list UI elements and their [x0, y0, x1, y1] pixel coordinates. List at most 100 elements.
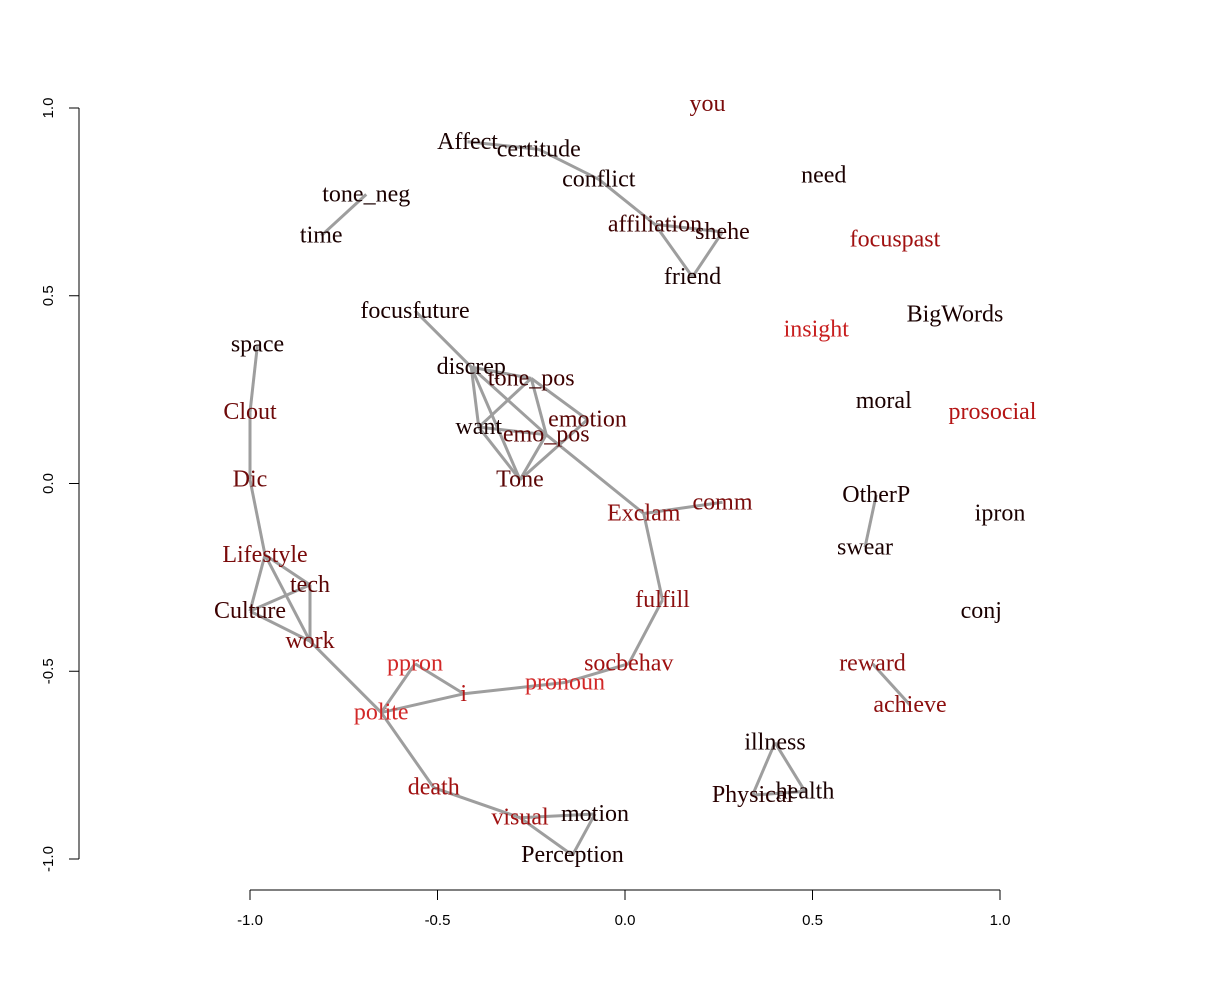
- edge-otherp-swear: [863, 494, 878, 548]
- edge-discrep-tone-pos: [470, 365, 532, 380]
- x-tick-label: 0.0: [615, 912, 636, 929]
- edge-conflict-affiliation: [597, 178, 656, 226]
- edge-culture-work: [249, 609, 311, 643]
- node-label-illness: illness: [744, 730, 805, 756]
- node-label-focusfuture: focusfuture: [360, 298, 469, 324]
- node-label-lifestyle: Lifestyle: [222, 542, 307, 568]
- node-label-certitude: certitude: [497, 136, 581, 162]
- node-label-space: space: [231, 332, 284, 358]
- edge-polite-work: [308, 640, 383, 714]
- node-label-affiliation: affiliation: [608, 211, 702, 237]
- edge-affiliation-shehe: [654, 222, 723, 234]
- edge-i-polite: [380, 692, 465, 715]
- edge-tech-culture: [249, 583, 311, 613]
- edge-tone-neg-time: [320, 193, 368, 237]
- edge-space-clout: [248, 344, 259, 413]
- node-label-health: health: [776, 778, 835, 804]
- node-label-tone-pos: tone_pos: [488, 365, 575, 391]
- node-label-conflict: conflict: [562, 166, 636, 192]
- y-tick-label: 1.0: [40, 98, 57, 119]
- node-label-reward: reward: [839, 651, 906, 677]
- y-tick-label: 0.5: [40, 285, 57, 306]
- node-label-comm: comm: [693, 489, 753, 515]
- edge-emotion-tone: [519, 418, 589, 481]
- node-label-physical: Physical: [712, 782, 794, 808]
- node-label-polite: polite: [354, 700, 409, 726]
- node-label-visual: visual: [491, 805, 549, 831]
- edge-socbehav-pronoun: [564, 662, 630, 684]
- edge-visual-motion: [519, 812, 596, 820]
- node-label-tone: Tone: [496, 467, 544, 493]
- node-label-i: i: [460, 681, 467, 707]
- node-label-exclam: Exclam: [607, 501, 681, 527]
- edge-focusfuture-discrep: [413, 309, 473, 369]
- y-tick-label: 0.0: [40, 473, 57, 494]
- edge-shehe-friend: [691, 231, 724, 278]
- edge-dic-lifestyle: [248, 479, 267, 556]
- node-label-shehe: shehe: [695, 219, 750, 245]
- node-label-affect: Affect: [437, 129, 498, 155]
- node-label-culture: Culture: [214, 598, 286, 624]
- node-label-socbehav: socbehav: [584, 651, 673, 677]
- y-tick-label: -1.0: [40, 846, 57, 872]
- edge-affect-certitude: [467, 140, 539, 151]
- node-label-you: you: [690, 91, 726, 117]
- edge-emo-pos-exclam: [545, 433, 645, 515]
- x-tick-label: -1.0: [237, 912, 263, 929]
- edge-tone-pos-emo-pos: [529, 377, 548, 436]
- y-tick-label: -0.5: [40, 658, 57, 684]
- edge-fulfill-socbehav: [627, 599, 664, 665]
- edge-pronoun-i: [463, 681, 566, 696]
- x-axis-ticks: -1.0 -0.5 0.0 0.5 1.0: [237, 890, 1010, 929]
- edge-exclam-fulfill: [642, 513, 664, 601]
- edge-reward-achieve: [871, 662, 912, 707]
- node-label-want: want: [455, 414, 502, 440]
- edge-illness-health: [773, 741, 807, 793]
- edge-certitude-conflict: [538, 147, 600, 181]
- node-label-tone-neg: tone_neg: [322, 181, 410, 207]
- x-tick-label: -0.5: [425, 912, 451, 929]
- node-label-bigwords: BigWords: [907, 302, 1004, 328]
- node-label-need: need: [801, 163, 846, 189]
- node-label-swear: swear: [837, 534, 893, 560]
- node-label-conj: conj: [961, 598, 1002, 624]
- edge-illness-physical: [751, 742, 777, 796]
- edge-i-ppron: [414, 662, 465, 696]
- node-label-emotion: emotion: [548, 407, 627, 433]
- edge-emo-pos-tone: [518, 433, 548, 481]
- node-label-discrep: discrep: [437, 354, 506, 380]
- edge-discrep-want: [469, 366, 481, 428]
- edge-tone-pos-want: [477, 377, 533, 429]
- edge-lifestyle-tech: [264, 553, 311, 587]
- node-label-insight: insight: [784, 317, 850, 343]
- edge-lifestyle-culture: [248, 554, 267, 612]
- node-label-friend: friend: [664, 264, 721, 290]
- node-label-motion: motion: [561, 801, 629, 827]
- node-label-tech: tech: [290, 572, 330, 598]
- edge-affiliation-friend: [653, 223, 694, 278]
- edge-physical-health: [752, 789, 806, 797]
- x-tick-label: 0.5: [802, 912, 823, 929]
- edge-death-visual: [433, 786, 521, 820]
- node-label-time: time: [300, 223, 343, 249]
- edge-lifestyle-work: [263, 554, 312, 642]
- node-label-pronoun: pronoun: [525, 670, 605, 696]
- node-label-ppron: ppron: [387, 651, 443, 677]
- y-axis-ticks: -1.0 -0.5 0.0 0.5 1.0: [40, 98, 79, 872]
- edge-tone-pos-emotion: [530, 377, 589, 421]
- edge-want-tone: [477, 426, 522, 481]
- network-edges: [248, 140, 912, 857]
- node-label-perception: Perception: [521, 842, 624, 868]
- node-label-dic: Dic: [233, 467, 268, 493]
- edge-visual-perception: [519, 816, 574, 857]
- axes: -1.0 -0.5 0.0 0.5 1.0 -1.0 -0.5 0.0 0.5 1.0: [40, 98, 1010, 929]
- node-label-work: work: [285, 628, 334, 654]
- node-label-fulfill: fulfill: [635, 587, 690, 613]
- edge-ppron-polite: [380, 662, 417, 714]
- node-label-focuspast: focuspast: [850, 226, 941, 252]
- x-tick-label: 1.0: [990, 912, 1011, 929]
- node-label-ipron: ipron: [975, 501, 1026, 527]
- edge-exclam-comm: [643, 500, 723, 516]
